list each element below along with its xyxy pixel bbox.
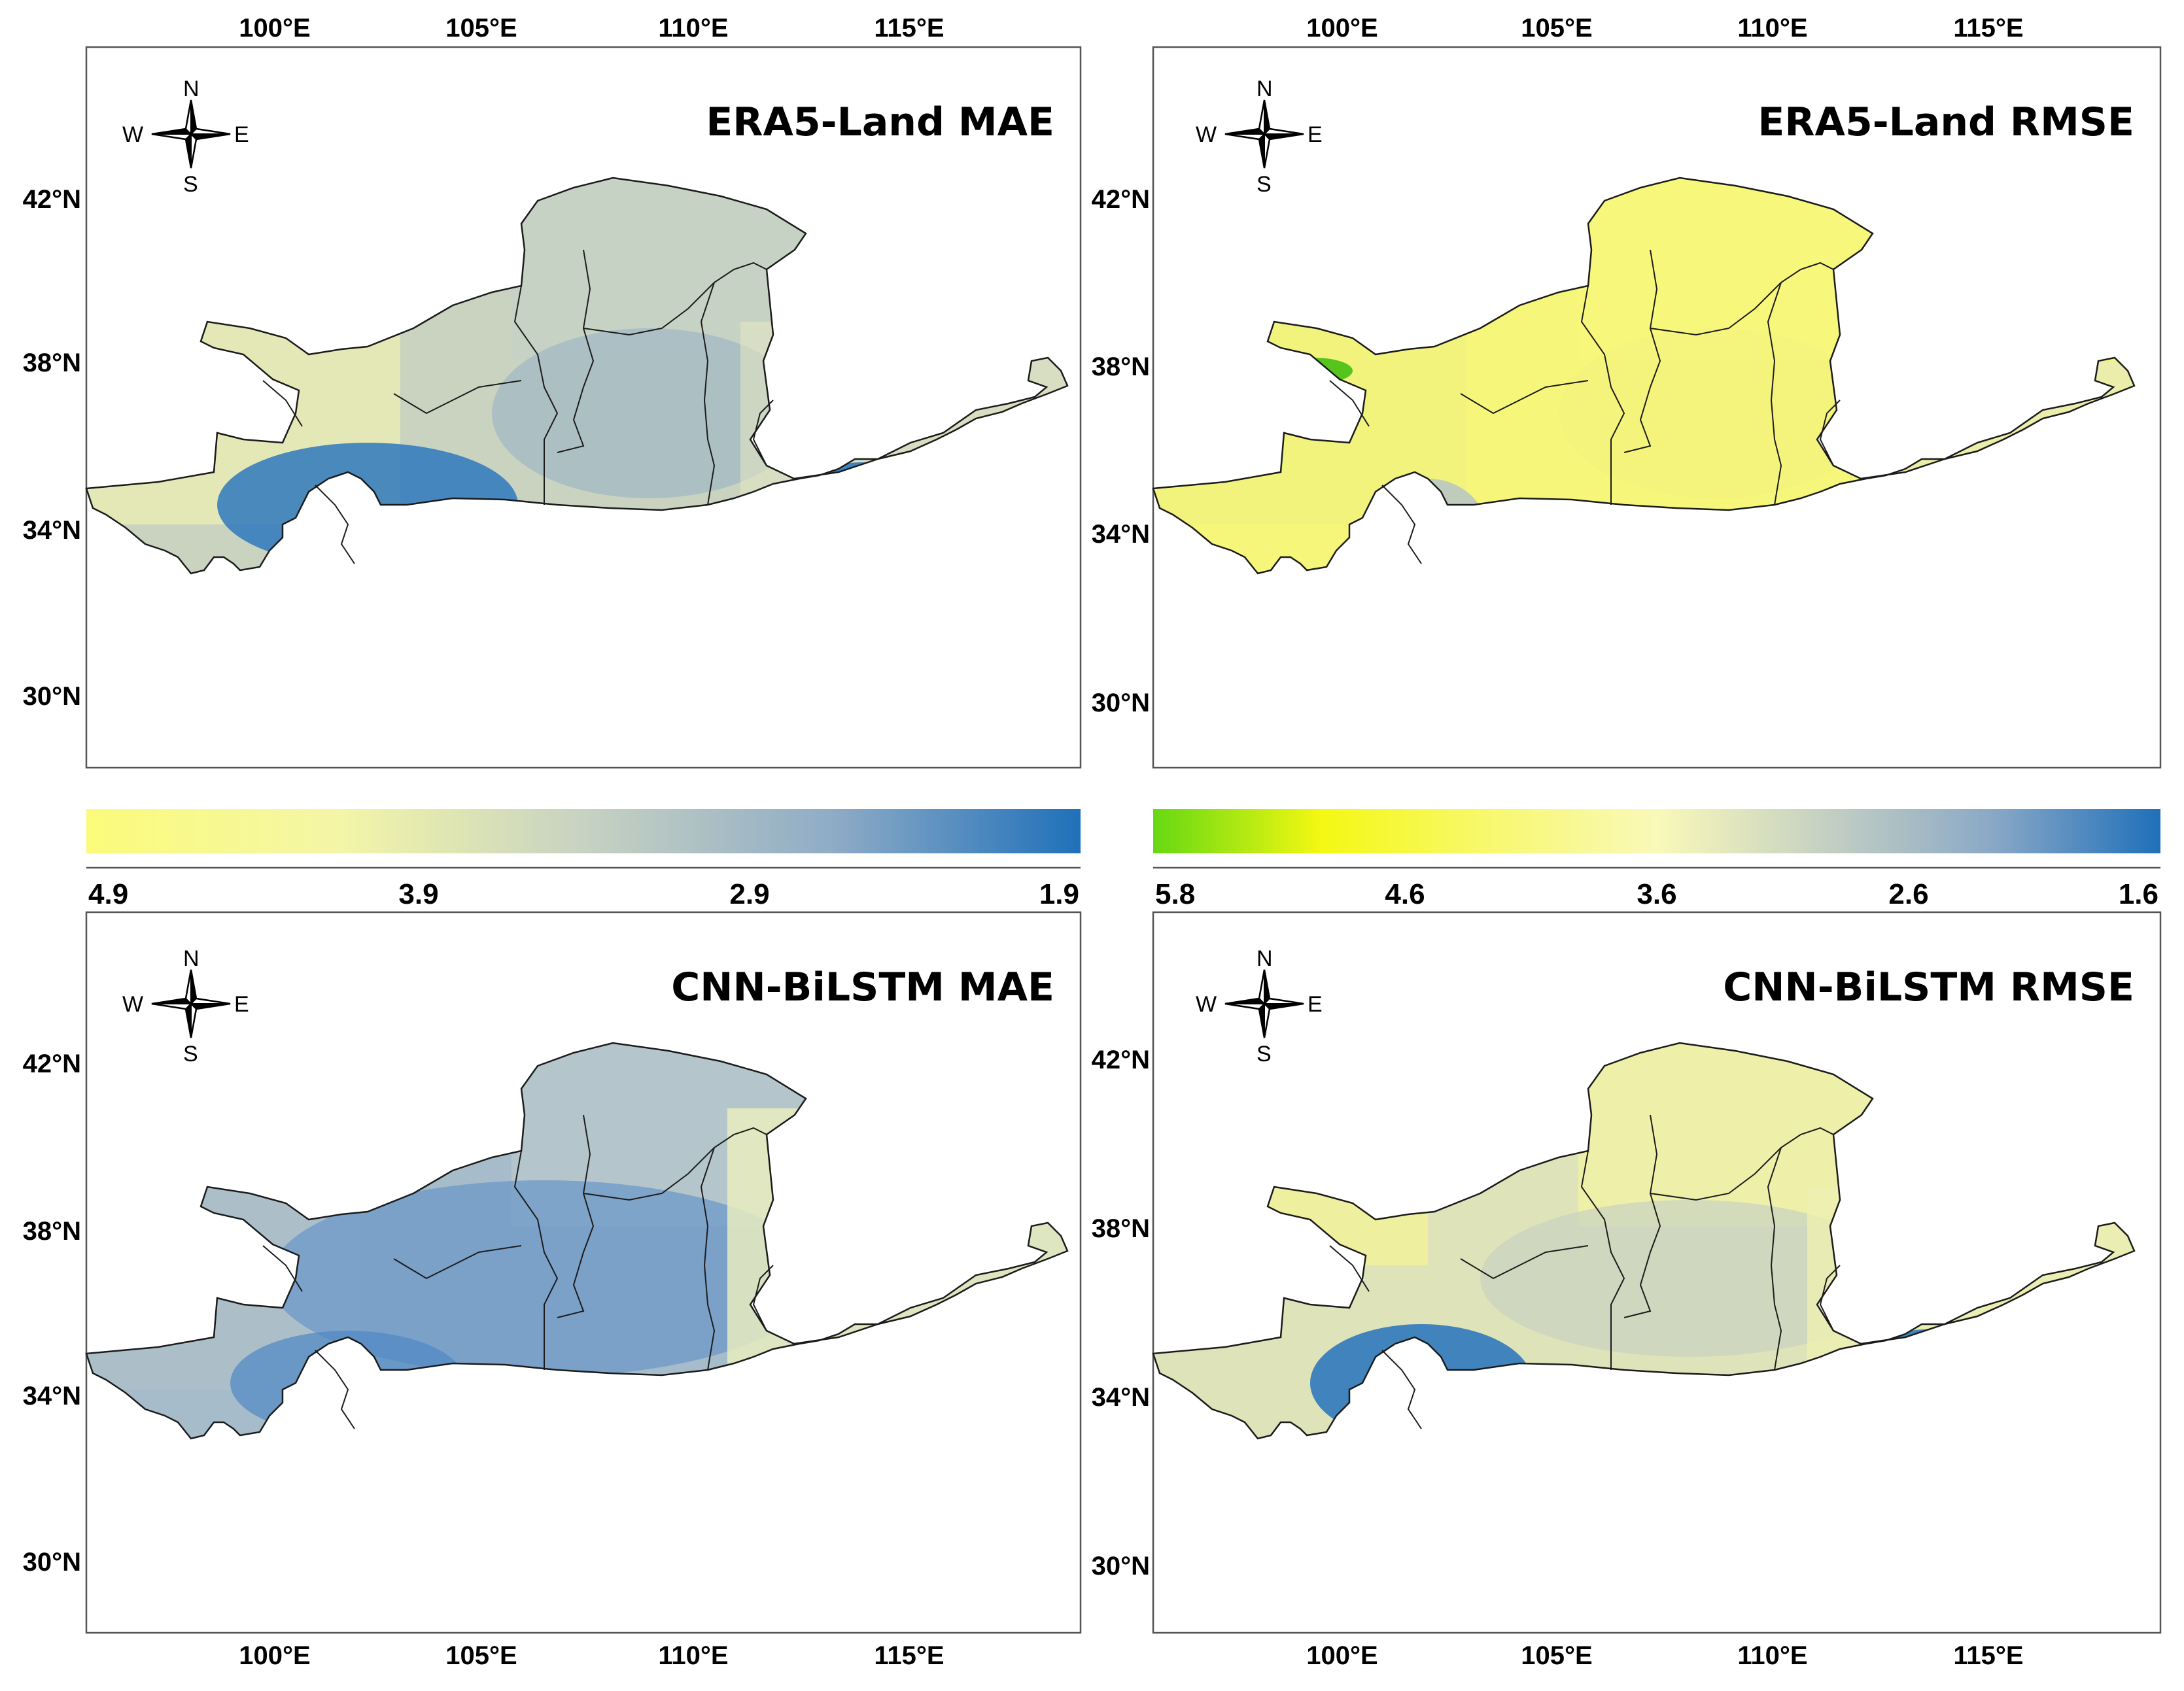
panel-1-lat-labels: 42°N 38°N 34°N 30°N xyxy=(23,185,81,711)
panel-2-lat-labels: 42°N 38°N 34°N 30°N xyxy=(1092,185,1150,717)
colorbar-label: 3.9 xyxy=(398,878,438,910)
panel-cnn-rmse: N S E W CNN-BiLSTM RMSE xyxy=(1152,911,2162,1634)
lat-label: 38°N xyxy=(23,1217,81,1246)
compass-rose: N S E W xyxy=(122,946,249,1067)
lat-label: 38°N xyxy=(23,349,81,377)
panel-era5-rmse: N S E W ERA5-Land RMSE xyxy=(1152,46,2162,769)
panel-4-lon-labels: 100°E 105°E 110°E 115°E xyxy=(1306,1641,2023,1670)
lon-label: 110°E xyxy=(658,1641,728,1670)
rmse-colorbar: 5.8 4.6 3.6 2.6 1.6 xyxy=(1153,809,2160,910)
colorbar-ramp xyxy=(86,809,1081,853)
lat-label: 42°N xyxy=(23,185,81,214)
colorbar-label: 4.9 xyxy=(88,878,128,910)
compass-n: N xyxy=(183,946,199,971)
colorbar-ramp xyxy=(1153,809,2160,853)
compass-rose: N S E W xyxy=(1196,946,1323,1067)
lat-label: 42°N xyxy=(23,1050,81,1078)
lon-label: 115°E xyxy=(1953,14,2023,43)
panel-era5-mae: N S E W ERA5-Land MAE xyxy=(85,46,1082,769)
lon-label: 110°E xyxy=(658,14,728,43)
compass-w: W xyxy=(1196,122,1217,147)
lon-label: 110°E xyxy=(1737,14,1807,43)
panel-1-lon-labels: 100°E 105°E 110°E 115°E xyxy=(239,14,944,43)
compass-s: S xyxy=(1257,172,1272,197)
compass-s: S xyxy=(183,172,198,197)
compass-s: S xyxy=(183,1042,198,1067)
panel-title: CNN-BiLSTM RMSE xyxy=(1723,965,2134,1010)
panel-4-lat-labels: 42°N 38°N 34°N 30°N xyxy=(1092,1046,1150,1580)
colorbar-label: 3.6 xyxy=(1637,878,1676,910)
lon-label: 115°E xyxy=(874,1641,944,1670)
compass-n: N xyxy=(1257,946,1273,971)
colorbar-label: 2.6 xyxy=(1888,878,1928,910)
lon-label: 110°E xyxy=(1737,1641,1807,1670)
panel-title: ERA5-Land MAE xyxy=(706,99,1054,145)
panel-title: CNN-BiLSTM MAE xyxy=(671,965,1054,1010)
panel-cnn-mae: N S E W CNN-BiLSTM MAE xyxy=(85,911,1082,1634)
panel-3-lon-labels: 100°E 105°E 110°E 115°E xyxy=(239,1641,944,1670)
lon-label: 105°E xyxy=(1521,1641,1592,1670)
subbasin-boundaries xyxy=(85,1042,1069,1440)
colorbar-label: 4.6 xyxy=(1385,878,1425,910)
compass-s: S xyxy=(1257,1042,1272,1067)
compass-n: N xyxy=(183,77,199,101)
lat-label: 30°N xyxy=(23,682,81,711)
compass-w: W xyxy=(122,122,143,147)
panel-2-lon-labels: 100°E 105°E 110°E 115°E xyxy=(1306,14,2023,43)
compass-e: E xyxy=(1308,992,1323,1017)
lat-label: 30°N xyxy=(23,1548,81,1577)
colorbar-label: 5.8 xyxy=(1155,878,1195,910)
subbasin-boundaries xyxy=(1152,1042,2136,1440)
colorbar-label: 1.9 xyxy=(1039,878,1079,910)
lon-label: 105°E xyxy=(445,14,517,43)
lon-label: 100°E xyxy=(239,1641,310,1670)
lon-label: 100°E xyxy=(1306,1641,1378,1670)
subbasin-boundaries xyxy=(1152,177,2136,575)
lat-label: 42°N xyxy=(1092,1046,1150,1074)
colorbar-label: 1.6 xyxy=(2119,878,2158,910)
lon-label: 100°E xyxy=(239,14,310,43)
lat-label: 34°N xyxy=(23,1382,81,1410)
compass-rose: N S E W xyxy=(1196,77,1323,197)
lat-label: 34°N xyxy=(23,516,81,545)
compass-e: E xyxy=(234,992,249,1017)
lon-label: 115°E xyxy=(1953,1641,2023,1670)
compass-e: E xyxy=(234,122,249,147)
lat-label: 30°N xyxy=(1092,1552,1150,1580)
lon-label: 100°E xyxy=(1306,14,1378,43)
lat-label: 42°N xyxy=(1092,185,1150,214)
compass-n: N xyxy=(1257,77,1273,101)
lon-label: 105°E xyxy=(445,1641,517,1670)
lat-label: 30°N xyxy=(1092,689,1150,717)
compass-w: W xyxy=(122,992,143,1017)
lon-label: 105°E xyxy=(1521,14,1592,43)
lat-label: 38°N xyxy=(1092,352,1150,381)
lon-label: 115°E xyxy=(874,14,944,43)
lat-label: 34°N xyxy=(1092,520,1150,549)
compass-e: E xyxy=(1308,122,1323,147)
lat-label: 38°N xyxy=(1092,1214,1150,1243)
mae-colorbar: 4.9 3.9 2.9 1.9 xyxy=(86,809,1081,910)
colorbar-label: 2.9 xyxy=(729,878,769,910)
compass-rose: N S E W xyxy=(122,77,249,197)
panel-3-lat-labels: 42°N 38°N 34°N 30°N xyxy=(23,1050,81,1577)
panel-title: ERA5-Land RMSE xyxy=(1758,99,2134,145)
compass-w: W xyxy=(1196,992,1217,1017)
lat-label: 34°N xyxy=(1092,1383,1150,1412)
subbasin-boundaries xyxy=(85,177,1069,575)
